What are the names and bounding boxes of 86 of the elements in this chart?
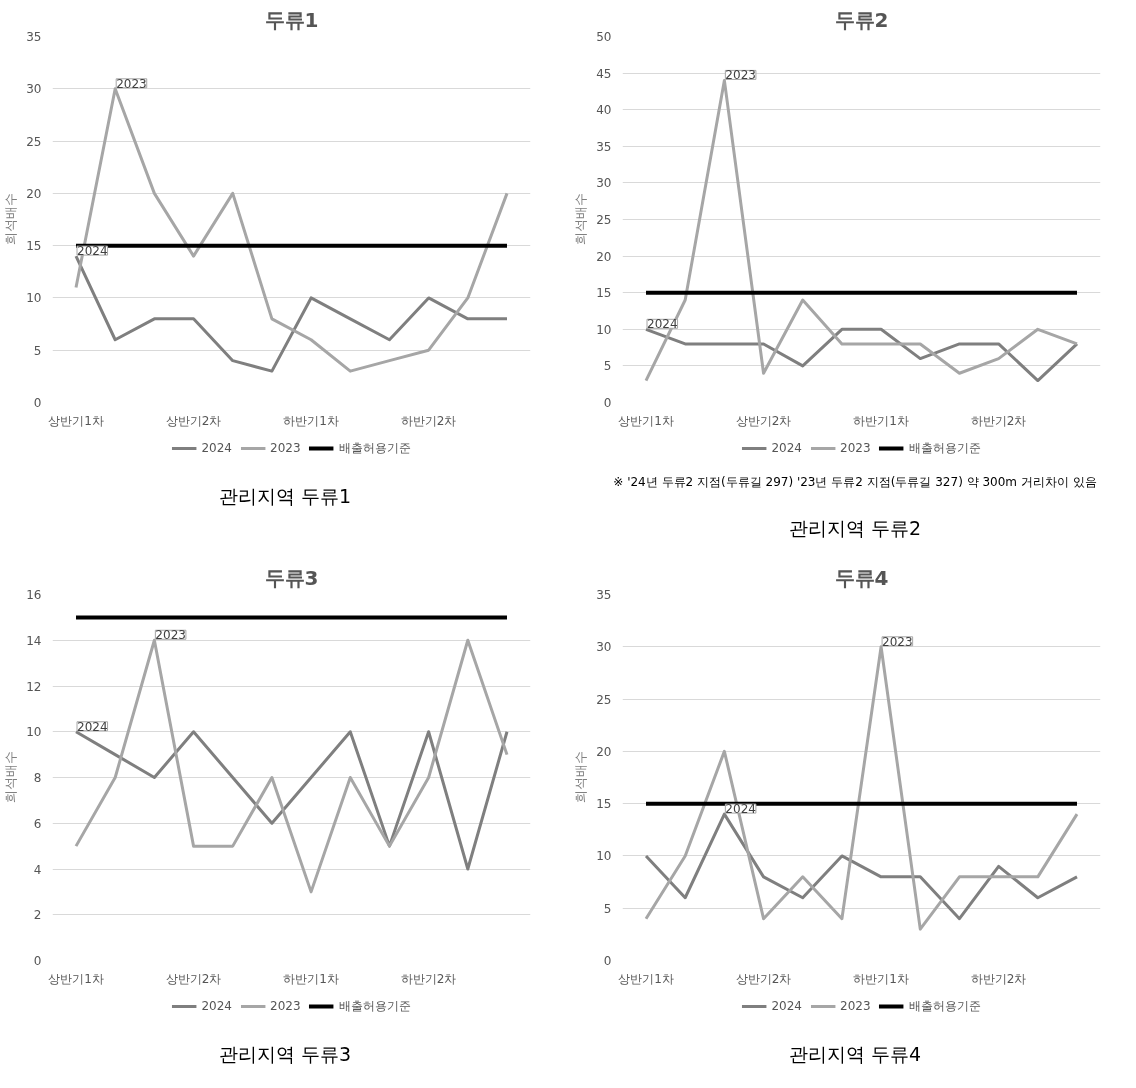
y-tick-label: 35 [596, 588, 612, 602]
x-tick-label: 상반기2차 [165, 971, 222, 986]
x-tick-label: 하반기1차 [853, 413, 909, 428]
y-tick-label: 0 [33, 396, 42, 410]
x-tick-label: 상반기2차 [735, 413, 792, 428]
annotation: 2023 [725, 68, 756, 83]
x-tick-label: 상반기1차 [48, 413, 104, 428]
legend-label: 2023 [270, 441, 301, 455]
y-tick-label: 25 [596, 692, 612, 707]
y-tick-label: 20 [26, 186, 42, 201]
legend-label: 배출허용기준 [338, 439, 411, 457]
annotation: 2023 [116, 76, 147, 91]
legend-label: 2024 [771, 441, 802, 455]
y-tick-label: 35 [596, 139, 612, 154]
text: 관리지역 두류1 [218, 484, 352, 509]
legend-label: 2024 [201, 441, 232, 455]
y-tick-label: 10 [596, 849, 612, 864]
y-tick-label: 2 [33, 908, 42, 923]
legend-label: 2023 [840, 999, 871, 1013]
legend-label: 2024 [771, 999, 802, 1013]
y-tick-label: 40 [596, 103, 612, 118]
legend-label: 배출허용기준 [908, 997, 981, 1015]
chart-title: 두류3 [264, 565, 319, 590]
y-tick-label: 16 [26, 588, 42, 602]
y-tick-label: 45 [596, 66, 612, 81]
y-tick-label: 10 [596, 322, 612, 337]
legend-label: 배출허용기준 [908, 439, 981, 457]
y-tick-label: 5 [603, 359, 612, 374]
y-tick-label: 15 [596, 286, 612, 301]
y-tick-label: 50 [596, 30, 612, 44]
y-tick-label: 4 [33, 862, 42, 877]
y-tick-label: 15 [26, 239, 42, 254]
y-tick-label: 6 [33, 816, 42, 831]
y-tick-label: 20 [596, 744, 612, 759]
legend-label: 2023 [270, 999, 301, 1013]
y-tick-label: 10 [26, 725, 42, 740]
y-tick-label: 0 [603, 396, 612, 410]
x-tick-label: 상반기1차 [618, 971, 674, 986]
y-tick-label: 10 [26, 291, 42, 306]
y-tick-label: 8 [33, 771, 42, 785]
y-tick-label: 25 [26, 134, 42, 149]
y-tick-label: 0 [33, 954, 42, 968]
text: ※ '24년 두류2 지점(두류길 297) '23년 두류2 지점(두류길 327) 약 300m 거리차이 있음 [613, 474, 1097, 491]
text: 관리지역 두류3 [218, 1042, 352, 1067]
legend-label: 2024 [201, 999, 232, 1013]
y-tick-label: 12 [26, 679, 42, 694]
y-tick-label: 30 [596, 640, 612, 655]
y-tick-label: 20 [596, 249, 612, 264]
y-tick-label: 25 [596, 213, 612, 227]
x-tick-label: 하반기2차 [400, 971, 457, 986]
line-series [644, 812, 1079, 921]
x-tick-label: 상반기1차 [618, 413, 674, 428]
annotation: 2023 [882, 634, 913, 649]
chart-title: 두류1 [264, 7, 319, 32]
legend-label: 배출허용기준 [338, 997, 411, 1015]
y-tick-label: 14 [26, 633, 42, 648]
chart-title: 두류2 [834, 7, 889, 32]
x-tick-label: 하반기1차 [283, 413, 339, 428]
annotation: 2024 [77, 244, 108, 259]
annotation: 2024 [725, 802, 756, 817]
y-tick-label: 30 [596, 176, 612, 191]
x-tick-label: 상반기2차 [735, 971, 792, 986]
text: 관리지역 두류4 [788, 1042, 922, 1067]
legend-label: 2023 [840, 441, 871, 455]
text: 관리지역 두류2 [788, 516, 922, 541]
y-axis-title: 희석배수 [573, 193, 589, 246]
y-tick-label: 5 [33, 343, 42, 358]
annotation: 2024 [77, 719, 108, 734]
x-tick-label: 하반기1차 [283, 971, 339, 986]
y-axis-title: 희석배수 [573, 751, 589, 804]
y-tick-label: 30 [26, 82, 42, 97]
annotation: 2023 [155, 628, 186, 643]
y-tick-label: 5 [603, 901, 612, 916]
x-tick-label: 상반기2차 [165, 413, 222, 428]
annotation: 2024 [647, 317, 678, 332]
chart-title: 두류4 [834, 565, 889, 590]
x-tick-label: 하반기1차 [853, 971, 909, 986]
y-axis-title: 희석배수 [3, 751, 19, 804]
y-tick-label: 0 [603, 954, 612, 968]
y-tick-label: 15 [596, 797, 612, 812]
x-tick-label: 하반기2차 [400, 413, 457, 428]
x-tick-label: 하반기2차 [970, 971, 1027, 986]
y-tick-label: 35 [26, 30, 42, 44]
y-axis-title: 희석배수 [3, 193, 19, 246]
x-tick-label: 하반기2차 [970, 413, 1027, 428]
x-tick-label: 상반기1차 [48, 971, 104, 986]
